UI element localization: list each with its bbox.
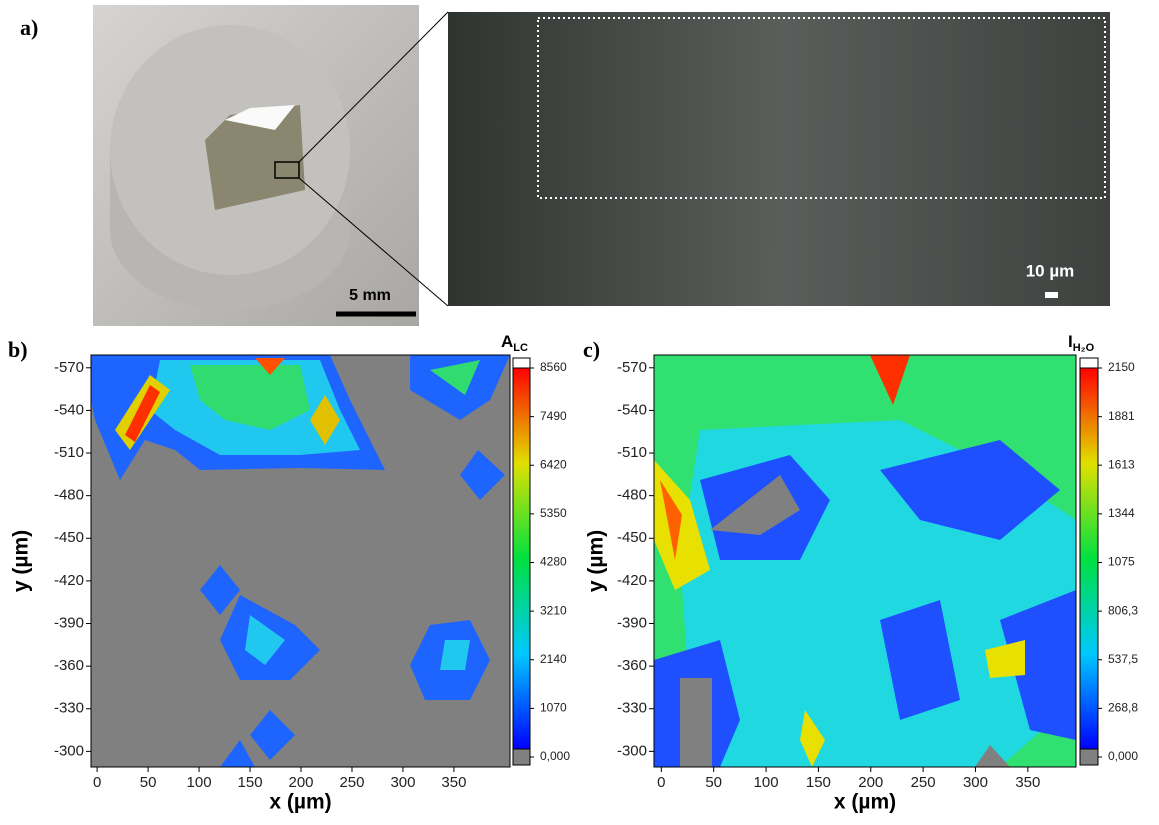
y-tick-label: -390 [54, 614, 84, 631]
colorbar-tick-label: 268,8 [1108, 701, 1138, 715]
colorbar-bottom [1079, 748, 1099, 766]
x-tick-label: 200 [288, 774, 313, 791]
y-tick-label: -450 [617, 529, 647, 546]
x-tick-label: 0 [657, 774, 665, 791]
y-tick-label: -480 [617, 487, 647, 504]
y-axis-label: y (µm) [585, 530, 608, 592]
panel-label: c) [583, 337, 600, 362]
colorbar-tick-label: 7490 [540, 409, 567, 423]
colorbar-title-sub: H₂O [1073, 342, 1095, 354]
colorbar-title: ALC [501, 332, 528, 353]
colorbar-tick-label: 0,000 [1108, 749, 1138, 763]
colorbar-tick-label: 806,3 [1108, 603, 1138, 617]
y-tick-label: -540 [617, 401, 647, 418]
colorbar-tick-label: 1075 [1108, 555, 1135, 569]
scale-bar-label: 5 mm [349, 287, 391, 304]
y-tick-label: -450 [54, 529, 84, 546]
colorbar-tick-label: 4280 [540, 555, 567, 569]
x-tick-label: 300 [390, 774, 415, 791]
x-tick-label: 150 [806, 774, 831, 791]
colorbar-title-main: A [501, 332, 513, 351]
colorbar-tick-label: 1881 [1108, 409, 1135, 423]
photo: 5 mm [93, 5, 449, 326]
x-tick-label: 50 [705, 774, 722, 791]
colorbar [512, 367, 531, 750]
y-tick-label: -300 [54, 742, 84, 759]
y-axis-label: y (µm) [10, 530, 33, 592]
y-tick-label: -570 [617, 359, 647, 376]
y-tick-label: -510 [54, 444, 84, 461]
panel-label: b) [8, 337, 28, 362]
plot-frame [653, 354, 1077, 768]
y-tick-label: -510 [617, 444, 647, 461]
colorbar-tick-label: 5350 [540, 506, 567, 520]
colorbar-tick-label: 8560 [540, 360, 567, 374]
x-tick-label: 150 [238, 774, 263, 791]
x-tick-label: 300 [963, 774, 988, 791]
colorbar-bottom [512, 748, 531, 766]
x-tick-label: 350 [1015, 774, 1040, 791]
colorbar-tick-label: 537,5 [1108, 652, 1138, 666]
colorbar-tick-label: 2140 [540, 652, 567, 666]
colorbar-tick-label: 3210 [540, 603, 567, 617]
colorbar-title: IH₂O [1068, 332, 1095, 353]
y-tick-label: -420 [54, 572, 84, 589]
colorbar-title-main: I [1068, 332, 1073, 351]
y-tick-label: -390 [617, 614, 647, 631]
colorbar-tick-label: 0,000 [540, 749, 570, 763]
x-tick-label: 200 [858, 774, 883, 791]
x-axis-label: x (µm) [834, 791, 896, 814]
x-tick-label: 250 [911, 774, 936, 791]
colorbar-tick-label: 2150 [1108, 360, 1135, 374]
x-tick-label: 350 [441, 774, 466, 791]
panel-label: a) [20, 15, 38, 40]
colorbar-top [1079, 357, 1099, 369]
x-tick-label: 250 [339, 774, 364, 791]
x-tick-label: 0 [93, 774, 101, 791]
plot-frame [90, 354, 511, 768]
y-tick-label: -420 [617, 572, 647, 589]
colorbar-top [512, 357, 531, 369]
y-tick-label: -360 [54, 657, 84, 674]
colorbar-tick-label: 1613 [1108, 457, 1135, 471]
y-tick-label: -300 [617, 742, 647, 759]
y-tick-label: -330 [54, 700, 84, 717]
x-tick-label: 100 [754, 774, 779, 791]
colorbar [1079, 367, 1099, 750]
colorbar-tick-label: 1344 [1108, 506, 1135, 520]
y-tick-label: -540 [54, 401, 84, 418]
x-axis-label: x (µm) [269, 791, 331, 814]
micrograph: 10 µm [448, 12, 1110, 306]
x-tick-label: 50 [140, 774, 157, 791]
x-tick-label: 100 [187, 774, 212, 791]
colorbar-tick-label: 1070 [540, 701, 567, 715]
colorbar-tick-label: 6420 [540, 457, 567, 471]
contour-map [91, 355, 510, 767]
y-tick-label: -330 [617, 700, 647, 717]
contour-map [654, 355, 1076, 767]
y-tick-label: -570 [54, 359, 84, 376]
y-tick-label: -480 [54, 487, 84, 504]
y-tick-label: -360 [617, 657, 647, 674]
scale-bar-label: 10 µm [1026, 261, 1075, 280]
colorbar-title-sub: LC [513, 342, 528, 354]
